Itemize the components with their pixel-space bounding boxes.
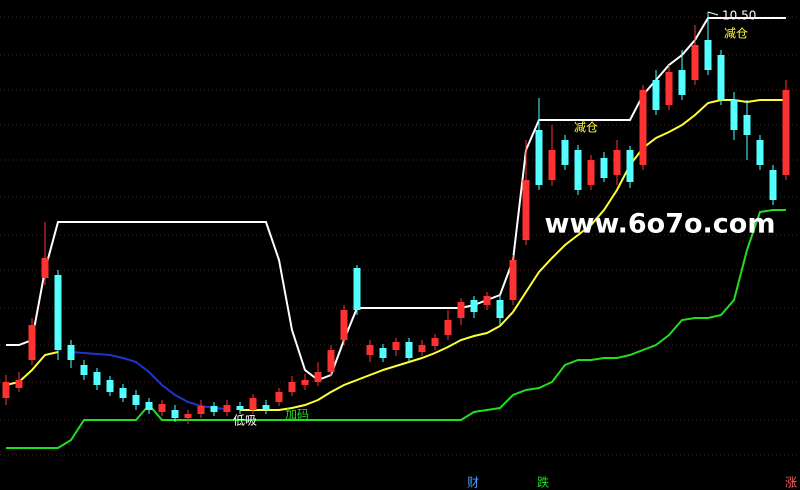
candle-body — [366, 345, 374, 355]
candle-body — [600, 158, 608, 178]
max-pointer — [707, 11, 719, 16]
candle-body — [509, 260, 517, 300]
candle-body — [665, 72, 673, 105]
candle-body — [561, 140, 569, 165]
candle-body — [93, 372, 101, 385]
candle-body — [613, 150, 621, 175]
candle-body — [418, 345, 426, 352]
candle-body — [314, 372, 322, 382]
candle-body — [496, 300, 504, 318]
candle-body — [535, 130, 543, 185]
candle-body — [288, 382, 296, 392]
candle-body — [379, 348, 387, 358]
candle-body — [756, 140, 764, 165]
candle-body — [80, 365, 88, 375]
candle-body — [626, 150, 634, 182]
candle-body — [769, 170, 777, 200]
candle-body — [236, 406, 244, 410]
annotation: 低吸 — [233, 414, 257, 428]
candle-body — [171, 410, 179, 418]
watermark: www.6o7o.com — [545, 209, 776, 240]
candle-body — [691, 45, 699, 80]
candle-body — [392, 342, 400, 350]
candle-body — [145, 402, 153, 410]
candle-body — [353, 268, 361, 310]
candle-body — [717, 55, 725, 100]
plot: 10.50 — [2, 9, 790, 449]
candle-body — [548, 150, 556, 180]
candle-body — [132, 395, 140, 405]
candle-body — [41, 258, 49, 278]
candle-body — [184, 414, 192, 418]
candle-body — [106, 380, 114, 392]
candle-body — [405, 342, 413, 358]
candle-body — [197, 406, 205, 414]
candle-body — [730, 100, 738, 130]
candle-body — [431, 338, 439, 346]
candle-body — [704, 40, 712, 70]
candle-body — [483, 296, 491, 305]
candle-body — [210, 406, 218, 412]
candle-body — [28, 325, 36, 360]
candle-body — [470, 300, 478, 312]
annotation: 加码 — [285, 408, 309, 422]
candle-body — [574, 150, 582, 190]
annotation: 减仓 — [724, 27, 748, 41]
footer-label: 跌 — [537, 475, 549, 490]
candle-body — [678, 70, 686, 95]
candle-body — [782, 90, 790, 175]
candle-body — [587, 160, 595, 185]
indicator-line — [5, 99, 786, 411]
candle-body — [119, 388, 127, 398]
candle-body — [301, 380, 309, 385]
annotation: 减仓 — [574, 121, 598, 135]
indicator-line — [6, 209, 786, 449]
candle-body — [444, 320, 452, 335]
candle-body — [223, 405, 231, 412]
candle-body — [652, 80, 660, 110]
candle-body — [457, 302, 465, 318]
candle-body — [340, 310, 348, 340]
footer-label: 财 — [467, 476, 479, 490]
candle-body — [522, 180, 530, 240]
candle-body — [2, 382, 10, 398]
candle-body — [249, 398, 257, 410]
candle-body — [15, 380, 23, 388]
candle-body — [639, 90, 647, 165]
candle-body — [67, 345, 75, 360]
candle-body — [743, 115, 751, 135]
max-label: 10.50 — [722, 9, 756, 23]
candle-body — [262, 405, 270, 410]
candle-body — [327, 350, 335, 372]
candle-body — [275, 392, 283, 402]
footer-label: 涨 — [785, 475, 797, 490]
candle-body — [158, 404, 166, 412]
candle-body — [54, 275, 62, 350]
